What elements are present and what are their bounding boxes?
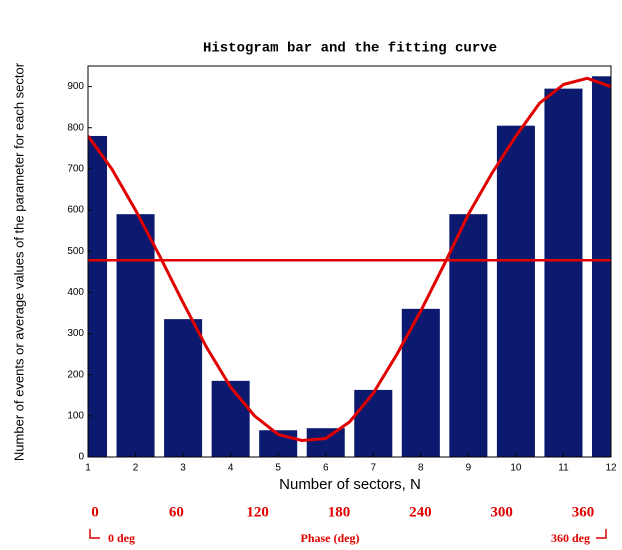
y-tick-label: 600 [67,205,84,216]
x-tick-label: 12 [605,463,617,474]
phase-tick-label: 240 [409,504,432,520]
phase-bracket-start [89,529,100,539]
x-tick-label: 11 [558,463,569,474]
x-tick-label: 6 [323,463,329,474]
x-tick-label: 3 [180,463,186,474]
chart-title: Histogram bar and the fitting curve [203,41,497,57]
y-tick-label: 400 [67,287,84,298]
bar [591,76,611,457]
bar [306,428,345,457]
y-tick-label: 700 [67,164,84,175]
y-tick-label: 200 [67,369,84,380]
bar [401,308,440,457]
fitting-curve [88,76,611,442]
x-tick-label: 9 [466,463,472,474]
y-tick-label: 800 [67,122,84,133]
phase-tick-label: 60 [169,504,184,520]
x-tick-label: 10 [510,463,522,474]
phase-tick-label: 300 [490,504,513,520]
bar [544,88,583,457]
x-tick-label: 1 [85,463,91,474]
y-tick-label: 300 [67,328,84,339]
bar [116,214,155,457]
y-tick-label: 900 [67,81,84,92]
bar [211,380,250,457]
x-tick-label: 8 [418,463,424,474]
x-axis-label: Number of sectors, N [279,476,421,493]
y-tick-label: 0 [78,452,84,463]
bar [164,319,203,457]
x-tick-label: 7 [370,463,376,474]
bar [354,389,393,457]
phase-tick-label: 120 [246,504,269,520]
bar [496,125,535,457]
x-tick-label: 2 [133,463,139,474]
phase-start-label: 0 deg [108,531,135,545]
phase-end-label: 360 deg [551,531,590,545]
y-tick-label: 100 [67,410,84,421]
phase-label: Phase (deg) [301,531,360,545]
plot-area [88,76,611,457]
y-axis-label: Number of events or average values of th… [11,62,26,461]
x-tick-label: 4 [228,463,234,474]
bar [449,214,488,457]
bar [88,135,108,457]
phase-tick-label: 0 [91,504,99,520]
phase-bracket-end [596,529,607,539]
y-tick-label: 500 [67,246,84,257]
phase-tick-label: 360 [572,504,595,520]
phase-tick-label: 180 [328,504,351,520]
plot-frame [87,65,612,458]
x-tick-label: 5 [275,463,281,474]
